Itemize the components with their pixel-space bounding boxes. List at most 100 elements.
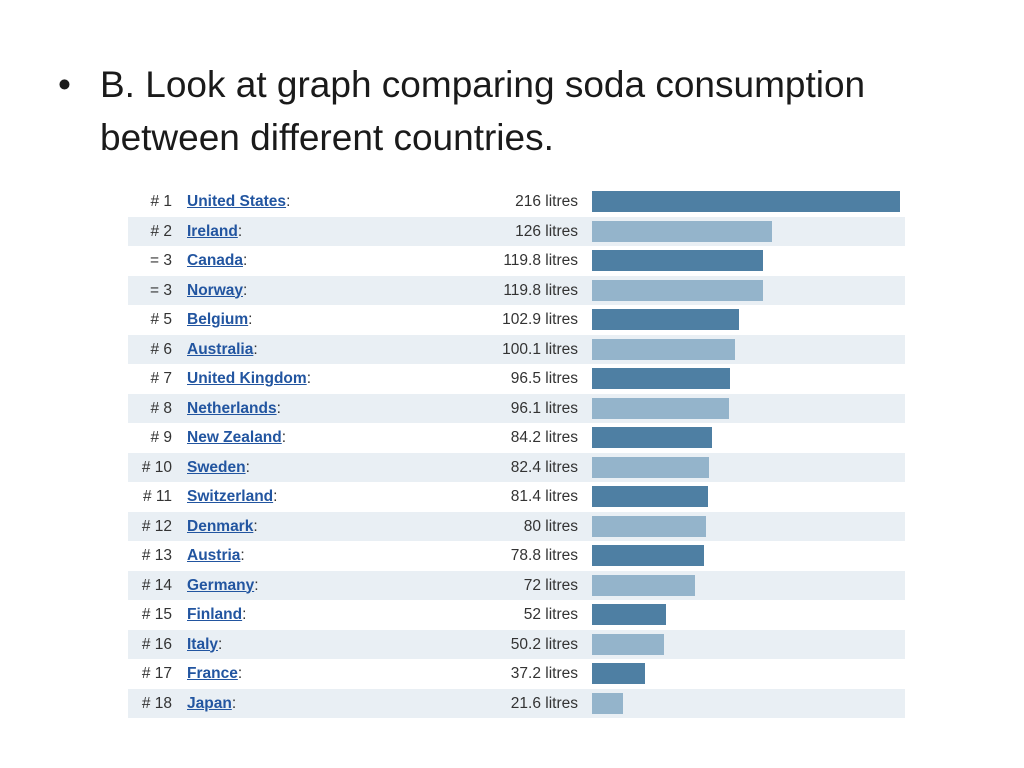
rank-label: # 5 bbox=[150, 311, 172, 328]
country-link[interactable]: Norway bbox=[187, 281, 243, 299]
country-link[interactable]: Australia bbox=[187, 340, 254, 358]
country-link[interactable]: New Zealand bbox=[187, 429, 282, 446]
colon-separator: : bbox=[237, 665, 243, 682]
consumption-bar bbox=[592, 220, 772, 242]
country-link[interactable]: Switzerland bbox=[187, 488, 274, 505]
rank-label: # 1 bbox=[150, 193, 172, 210]
colon-separator: : bbox=[245, 458, 250, 476]
rank-label: # 11 bbox=[142, 488, 172, 505]
table-row: # 14 Germany: 72 litres bbox=[128, 570, 905, 601]
country-link[interactable]: United Kingdom bbox=[187, 370, 307, 387]
country-link[interactable]: Finland bbox=[187, 606, 243, 623]
colon-separator: : bbox=[281, 429, 287, 446]
country-link[interactable]: Denmark bbox=[187, 517, 254, 535]
country-cell: United Kingdom: bbox=[187, 364, 311, 394]
value-label: 50.2 litres bbox=[510, 635, 578, 653]
country-link[interactable]: Ireland bbox=[187, 222, 238, 240]
country-cell: Norway: bbox=[187, 276, 247, 306]
country-link[interactable]: Canada bbox=[187, 252, 243, 269]
country-cell: Switzerland: bbox=[187, 482, 277, 512]
consumption-bar bbox=[592, 604, 667, 625]
country-cell: United States: bbox=[187, 187, 290, 217]
value-label: 81.4 litres bbox=[510, 488, 578, 505]
value-label: 84.2 litres bbox=[510, 429, 578, 446]
country-cell: Canada: bbox=[187, 246, 247, 276]
country-link[interactable]: Belgium bbox=[187, 311, 249, 328]
country-link[interactable]: Sweden bbox=[187, 458, 246, 476]
slide-bullet-point: • B. Look at graph comparing soda consum… bbox=[58, 58, 978, 164]
table-row: # 16 Italy: 50.2 litres bbox=[128, 629, 905, 659]
consumption-bar bbox=[592, 574, 695, 596]
colon-separator: : bbox=[237, 222, 243, 240]
table-row: # 2 Ireland: 126 litres bbox=[128, 216, 905, 246]
value-label: 21.6 litres bbox=[510, 694, 578, 712]
rank-label: # 6 bbox=[150, 340, 172, 358]
rank-label: # 8 bbox=[150, 399, 172, 417]
consumption-bar bbox=[592, 309, 739, 330]
value-label: 216 litres bbox=[515, 193, 578, 210]
country-link[interactable]: Japan bbox=[187, 694, 232, 712]
consumption-bar bbox=[592, 279, 763, 301]
rank-label: # 12 bbox=[141, 517, 172, 535]
country-link[interactable]: Austria bbox=[187, 547, 241, 564]
rank-label: = 3 bbox=[150, 281, 172, 299]
rank-label: # 18 bbox=[141, 694, 172, 712]
colon-separator: : bbox=[243, 281, 248, 299]
country-link[interactable]: United States bbox=[187, 193, 287, 210]
colon-separator: : bbox=[240, 547, 245, 564]
value-label: 102.9 litres bbox=[502, 311, 578, 328]
country-cell: Austria: bbox=[187, 541, 245, 571]
bullet-dot-icon: • bbox=[58, 64, 71, 105]
table-row: # 10 Sweden: 82.4 litres bbox=[128, 452, 905, 483]
colon-separator: : bbox=[248, 311, 253, 328]
rank-label: # 13 bbox=[141, 547, 172, 564]
consumption-bar bbox=[592, 338, 735, 360]
slide-bullet-text: B. Look at graph comparing soda consumpt… bbox=[100, 64, 866, 158]
table-row: # 8 Netherlands: 96.1 litres bbox=[128, 393, 905, 423]
consumption-bar bbox=[592, 397, 730, 419]
country-link[interactable]: Germany bbox=[187, 576, 255, 594]
table-row: # 6 Australia: 100.1 litres bbox=[128, 334, 905, 364]
colon-separator: : bbox=[253, 340, 258, 358]
table-row: # 9 New Zealand: 84.2 litres bbox=[128, 423, 905, 453]
table-row: # 5 Belgium: 102.9 litres bbox=[128, 305, 905, 335]
country-cell: Sweden: bbox=[187, 453, 250, 483]
colon-separator: : bbox=[218, 635, 223, 653]
consumption-bar bbox=[592, 486, 709, 507]
consumption-bar bbox=[592, 368, 730, 389]
value-label: 100.1 litres bbox=[502, 340, 578, 358]
rank-label: # 17 bbox=[141, 665, 172, 682]
country-link[interactable]: France bbox=[187, 665, 238, 682]
value-label: 78.8 litres bbox=[510, 547, 578, 564]
table-row: # 17 France: 37.2 litres bbox=[128, 659, 905, 689]
value-label: 119.8 litres bbox=[503, 281, 578, 299]
value-label: 126 litres bbox=[515, 222, 578, 240]
table-row: # 12 Denmark: 80 litres bbox=[128, 511, 905, 542]
colon-separator: : bbox=[306, 370, 311, 387]
consumption-bar bbox=[592, 250, 763, 271]
consumption-bar bbox=[592, 633, 664, 655]
colon-separator: : bbox=[231, 694, 237, 712]
country-link[interactable]: Netherlands bbox=[187, 399, 277, 417]
value-label: 52 litres bbox=[523, 606, 578, 623]
colon-separator: : bbox=[254, 576, 259, 594]
value-label: 96.5 litres bbox=[510, 370, 578, 387]
table-row: # 7 United Kingdom: 96.5 litres bbox=[128, 364, 905, 394]
rank-label: = 3 bbox=[150, 252, 172, 269]
value-label: 80 litres bbox=[523, 517, 578, 535]
colon-separator: : bbox=[243, 252, 248, 269]
consumption-bar bbox=[592, 545, 705, 566]
consumption-bar bbox=[592, 427, 713, 448]
colon-separator: : bbox=[242, 606, 247, 623]
rank-label: # 9 bbox=[150, 429, 172, 446]
consumption-bar bbox=[592, 663, 646, 684]
country-link[interactable]: Italy bbox=[187, 635, 219, 653]
country-cell: Germany: bbox=[187, 571, 259, 601]
country-cell: Denmark: bbox=[187, 512, 258, 542]
rank-label: # 10 bbox=[141, 458, 172, 476]
value-label: 37.2 litres bbox=[510, 665, 578, 682]
colon-separator: : bbox=[276, 399, 281, 417]
table-row: # 13 Austria: 78.8 litres bbox=[128, 541, 905, 571]
rank-label: # 7 bbox=[150, 370, 172, 387]
soda-consumption-table: # 1 United States: 216 litres # 2 Ireland: 12… bbox=[128, 187, 905, 718]
